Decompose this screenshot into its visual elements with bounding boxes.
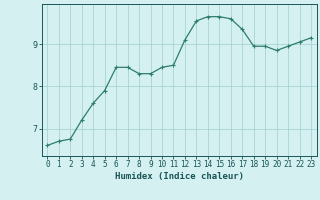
X-axis label: Humidex (Indice chaleur): Humidex (Indice chaleur) [115, 172, 244, 181]
